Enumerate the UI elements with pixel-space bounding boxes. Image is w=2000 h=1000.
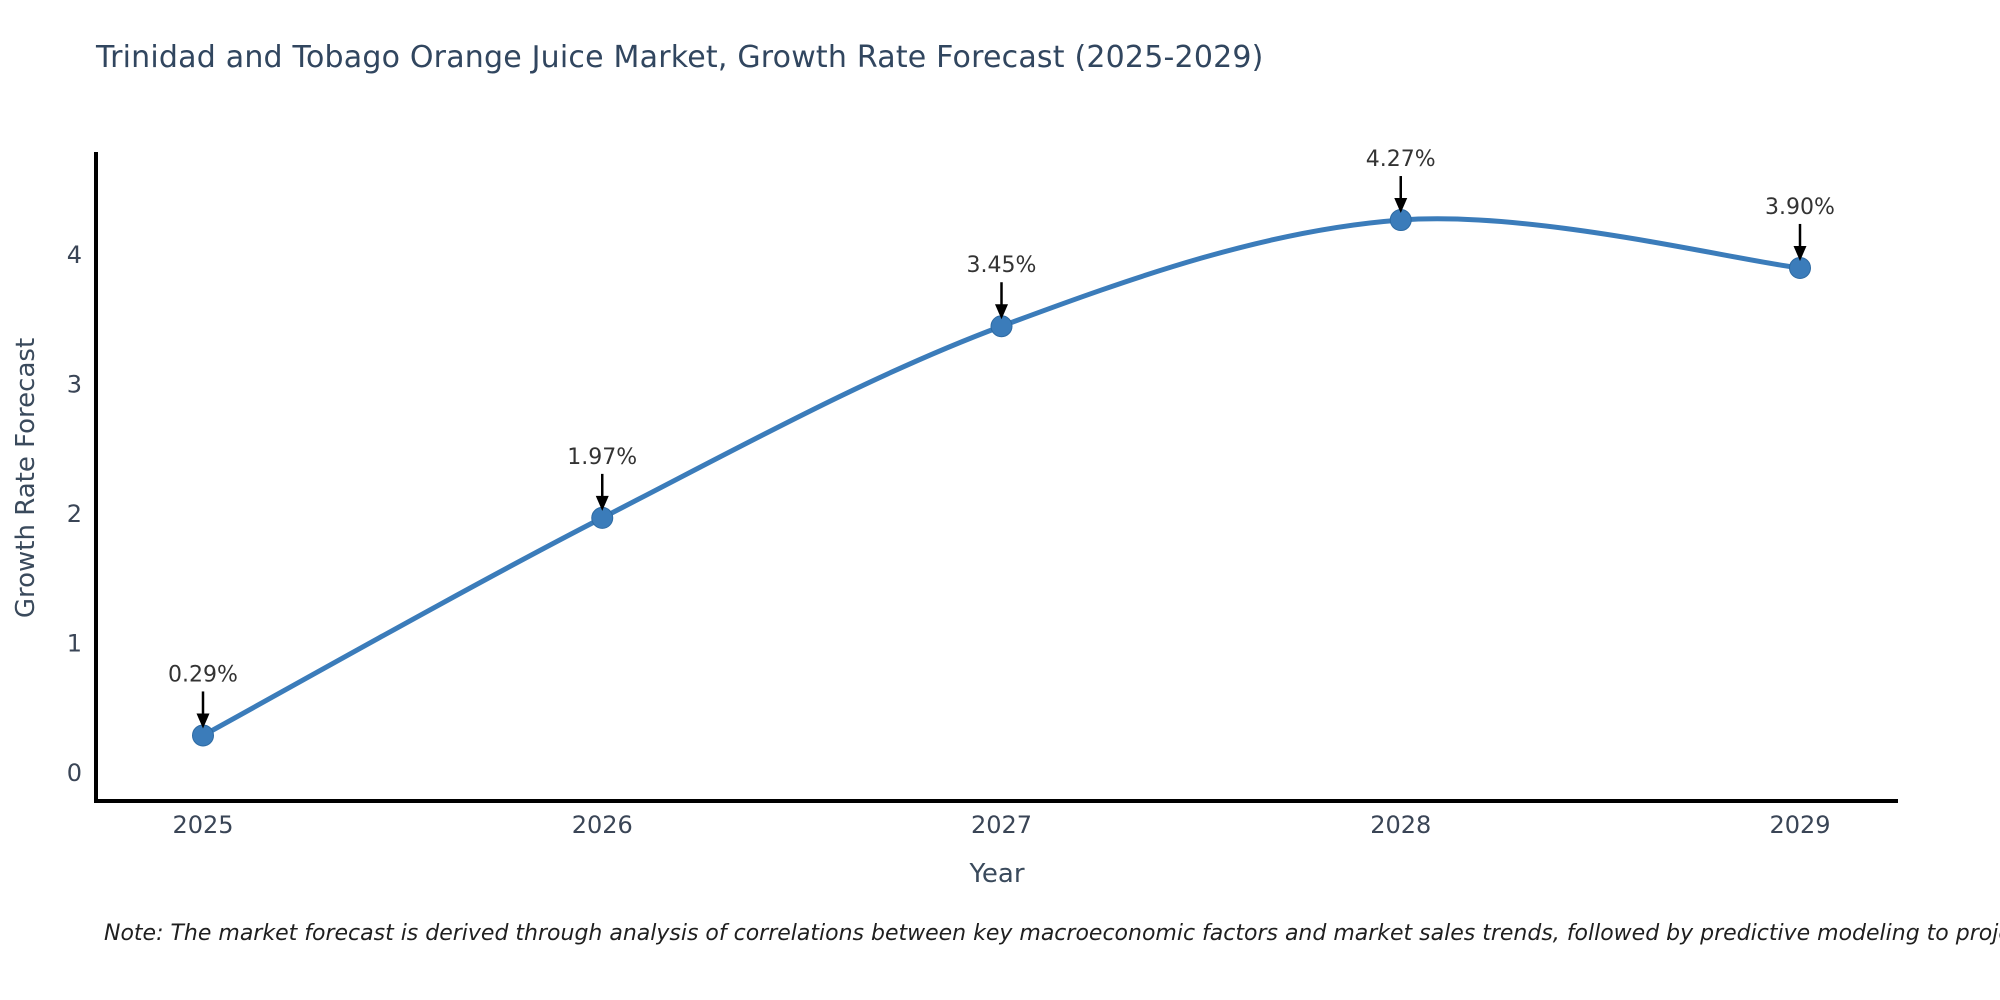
y-tick-label: 0 bbox=[67, 759, 82, 787]
annotation-arrow-head bbox=[196, 713, 210, 729]
annotation-arrow-head bbox=[995, 304, 1008, 320]
x-tick-label: 2025 bbox=[172, 811, 233, 839]
y-tick-label: 1 bbox=[67, 630, 82, 658]
y-tick-label: 4 bbox=[67, 241, 82, 269]
x-tick-label: 2026 bbox=[572, 811, 633, 839]
footnote: Note: The market forecast is derived thr… bbox=[104, 921, 2000, 946]
data-point-label: 1.97% bbox=[567, 445, 637, 470]
data-point-label: 3.90% bbox=[1765, 195, 1835, 220]
x-tick-label: 2027 bbox=[971, 811, 1032, 839]
data-point-label: 3.45% bbox=[967, 253, 1037, 278]
chart-title: Trinidad and Tobago Orange Juice Market,… bbox=[96, 40, 1264, 75]
y-axis-label: Growth Rate Forecast bbox=[11, 338, 41, 618]
annotation-arrow-head bbox=[1394, 198, 1408, 214]
x-axis-label: Year bbox=[968, 859, 1024, 889]
y-tick-label: 3 bbox=[67, 371, 82, 399]
x-tick-label: 2028 bbox=[1370, 811, 1431, 839]
x-tick-label: 2029 bbox=[1769, 811, 1830, 839]
data-point-label: 0.29% bbox=[168, 662, 238, 687]
y-tick-label: 2 bbox=[67, 500, 82, 528]
data-point-label: 4.27% bbox=[1366, 147, 1436, 172]
plot-area: 0 1 2 3 4 2025 2026 2027 2028 2029 0.29% 1.97% 3.45%… bbox=[67, 147, 1898, 839]
annotation-arrow-head bbox=[595, 495, 609, 511]
annotation-arrow-head bbox=[1793, 245, 1807, 261]
